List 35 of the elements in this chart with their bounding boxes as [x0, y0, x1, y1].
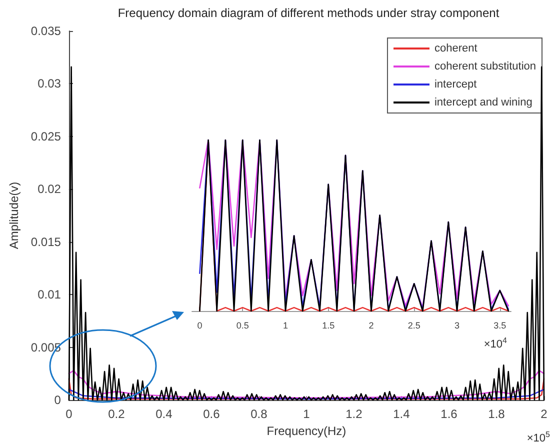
y-tick-label: 0.03 [38, 76, 62, 91]
y-tick-label: 0.025 [30, 129, 62, 144]
y-tick-label: 0.035 [30, 24, 62, 38]
x-tick-label: 0.5 [236, 320, 249, 330]
x-tick-label: 0.2 [108, 407, 126, 421]
chart-title: Frequency domain diagram of different methods under stray component [118, 6, 500, 20]
annotation: ×10$^{4}$ [484, 336, 507, 351]
x-tick-label: 1.4 [393, 407, 410, 421]
legend-label: coherent substitution [434, 60, 536, 72]
y-tick-label: 0.01 [38, 288, 62, 302]
x-tick-label: 0 [197, 320, 202, 330]
legend-label: coherent [434, 42, 478, 54]
x-tick-label: 2 [540, 407, 548, 421]
text: ×10$^{5}$ [526, 430, 550, 445]
y-tick-label: 0.02 [38, 182, 62, 196]
y-tick-label: 0 [54, 393, 62, 407]
x-tick-label: 0.4 [156, 407, 173, 421]
legend-label: intercept and wining [434, 96, 532, 108]
x-tick-label: 2.5 [408, 320, 420, 330]
x-tick-label: 3 [454, 320, 460, 330]
legend-label: intercept [434, 78, 477, 90]
x-tick-label: 0 [66, 407, 73, 421]
x-tick-label: 1.5 [322, 320, 335, 330]
x-tick-label: 1 [282, 320, 288, 330]
x-tick-label: 0.6 [203, 407, 220, 421]
x-tick-label: 1.6 [440, 407, 458, 421]
y-axis-title: Amplitude(v) [7, 182, 21, 250]
x-tick-label: 1 [303, 407, 310, 421]
y-tick-label: 0.015 [30, 234, 62, 249]
x-tick-label: 1.2 [346, 407, 363, 421]
x-axis-title: Frequency(Hz) [266, 424, 346, 438]
x-tick-label: 2 [368, 320, 374, 330]
x-tick-label: 3.5 [494, 320, 506, 330]
x-tick-label: 0.8 [250, 407, 268, 421]
x-tick-label: 1.8 [488, 407, 506, 421]
